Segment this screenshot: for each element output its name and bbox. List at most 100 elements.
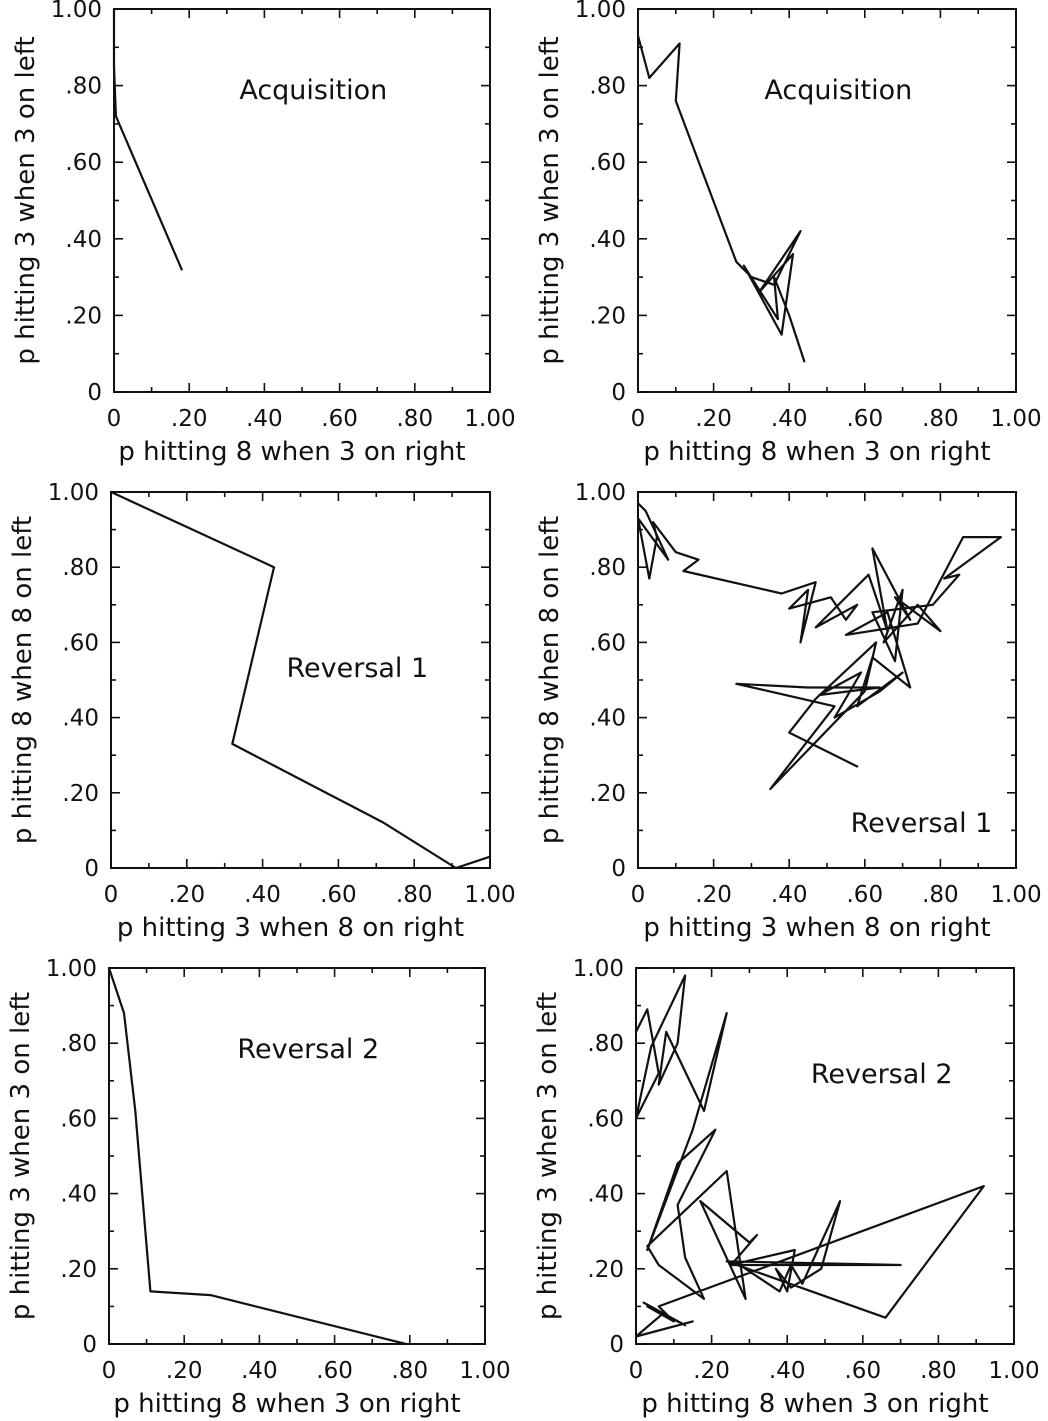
y-tick-label: 1.00 — [51, 0, 102, 23]
y-tick-label: 1.00 — [48, 480, 99, 506]
panel-title: Acquisition — [764, 75, 912, 106]
y-tick-label: .80 — [589, 555, 626, 581]
y-tick-label: .60 — [65, 150, 102, 176]
y-tick-label: .20 — [60, 1257, 97, 1283]
series-line — [112, 7, 183, 271]
x-tick-label: 0 — [629, 1358, 644, 1384]
panel-4: 0.20.40.60.80 1.000.20.40.60.801.00p hitt… — [535, 480, 1042, 943]
y-axis-label: p hitting 8 when 8 on left — [8, 516, 38, 844]
panel-title: Acquisition — [239, 75, 387, 106]
x-tick-label: .40 — [244, 882, 281, 908]
x-tick-label: .80 — [922, 882, 959, 908]
plot-frame — [635, 967, 1015, 1345]
y-tick-label: 0 — [87, 380, 102, 406]
x-tick-label: .20 — [171, 406, 208, 432]
y-axis-label: p hitting 3 when 3 on left — [6, 992, 36, 1320]
y-axis-label: p hitting 3 when 3 on left — [11, 36, 41, 364]
y-tick-label: .60 — [62, 630, 99, 656]
y-tick-label: .40 — [589, 227, 626, 253]
y-tick-label: .20 — [587, 1257, 624, 1283]
x-tick-label: .80 — [920, 1358, 957, 1384]
panel-2: 0.20.40.60.80 1.000.20.40.60.801.00p hitt… — [535, 0, 1042, 467]
x-tick-label: .60 — [845, 1358, 882, 1384]
series-line — [634, 974, 985, 1338]
y-tick-label: .40 — [587, 1182, 624, 1208]
y-tick-label: .80 — [587, 1031, 624, 1057]
y-tick-label: .80 — [589, 74, 626, 100]
y-tick-label: .40 — [589, 706, 626, 732]
x-tick-label: .60 — [321, 406, 358, 432]
x-tick-label: 0 — [102, 1358, 117, 1384]
y-axis-label: p hitting 8 when 8 on left — [535, 516, 565, 844]
x-tick-label: 1.00 — [459, 1358, 510, 1384]
y-tick-label: 1.00 — [575, 480, 626, 506]
y-tick-label: 1.00 — [575, 0, 626, 23]
x-tick-label: .40 — [771, 406, 808, 432]
plot-frame — [637, 8, 1017, 393]
panel-title: Reversal 1 — [851, 808, 993, 839]
x-tick-label: 1.00 — [990, 406, 1041, 432]
y-axis-label: p hitting 3 when 3 on left — [535, 36, 565, 364]
series-line — [107, 966, 408, 1346]
x-axis-label: p hitting 8 when 3 on right — [113, 1389, 460, 1419]
y-tick-label: .80 — [65, 74, 102, 100]
y-tick-label: 0 — [611, 380, 626, 406]
x-tick-label: 0 — [631, 882, 646, 908]
y-tick-label: .20 — [589, 303, 626, 329]
x-tick-label: .60 — [316, 1358, 353, 1384]
plot-frame — [108, 967, 486, 1345]
x-tick-label: 1.00 — [464, 406, 515, 432]
panel-3: 0.20.40.60.80 1.000.20.40.60.801.00p hitt… — [8, 480, 516, 943]
panel-6: 0.20.40.60.80 1.000.20.40.60.801.00p hitt… — [533, 956, 1040, 1419]
x-tick-label: .60 — [320, 882, 357, 908]
panel-5: 0 .20 .40 .60 .80 1.00 0 .20 .40 .60 .80 1.00 p hitt… — [6, 956, 511, 1419]
y-tick-label: 0 — [611, 856, 626, 882]
y-tick-label: .60 — [589, 150, 626, 176]
x-axis-label: p hitting 8 when 3 on right — [643, 437, 990, 467]
y-tick-label: 1.00 — [573, 956, 624, 982]
y-tick-label: .60 — [589, 630, 626, 656]
y-tick-label: 0 — [609, 1332, 624, 1358]
x-tick-label: .40 — [246, 406, 283, 432]
x-tick-label: .80 — [396, 882, 433, 908]
x-tick-label: 0 — [107, 406, 122, 432]
y-tick-label: .20 — [589, 781, 626, 807]
series-line — [109, 490, 492, 870]
y-tick-label: .60 — [587, 1106, 624, 1132]
x-tick-label: .80 — [922, 406, 959, 432]
y-axis-label: p hitting 3 when 3 on left — [533, 992, 563, 1320]
y-tick-label: .80 — [60, 1031, 97, 1057]
x-tick-label: .20 — [169, 882, 206, 908]
y-tick-label: .60 — [60, 1106, 97, 1132]
x-tick-label: .20 — [166, 1358, 203, 1384]
y-tick-label: 1.00 — [46, 956, 97, 982]
y-tick-label: 0 — [84, 856, 99, 882]
x-tick-label: 0 — [104, 882, 119, 908]
y-tick-label: .20 — [62, 781, 99, 807]
x-tick-label: .20 — [695, 406, 732, 432]
panel-1: 0 .20 .40 .60 .80 1.00 0 .20 .40 .60 .80 1.00 p hitt… — [11, 0, 516, 467]
x-tick-label: .20 — [695, 882, 732, 908]
x-tick-label: .80 — [397, 406, 434, 432]
x-tick-label: .20 — [693, 1358, 730, 1384]
panel-title: Reversal 2 — [811, 1059, 953, 1090]
x-axis-label: p hitting 3 when 8 on right — [643, 913, 990, 943]
y-tick-label: 0 — [82, 1332, 97, 1358]
series-line — [636, 502, 1003, 791]
x-tick-label: 1.00 — [988, 1358, 1039, 1384]
x-axis-label: p hitting 3 when 8 on right — [117, 913, 464, 943]
x-tick-label: .80 — [392, 1358, 429, 1384]
y-tick-label: .20 — [65, 303, 102, 329]
series-line — [636, 34, 806, 363]
x-tick-label: .40 — [771, 882, 808, 908]
y-tick-label: .40 — [62, 706, 99, 732]
x-tick-label: .60 — [847, 882, 884, 908]
x-tick-label: 1.00 — [990, 882, 1041, 908]
plot-frame — [113, 8, 491, 393]
x-tick-label: .40 — [769, 1358, 806, 1384]
panel-title: Reversal 2 — [237, 1034, 379, 1065]
y-tick-label: .80 — [62, 555, 99, 581]
x-tick-label: .40 — [241, 1358, 278, 1384]
x-axis-label: p hitting 8 when 3 on right — [641, 1389, 988, 1419]
